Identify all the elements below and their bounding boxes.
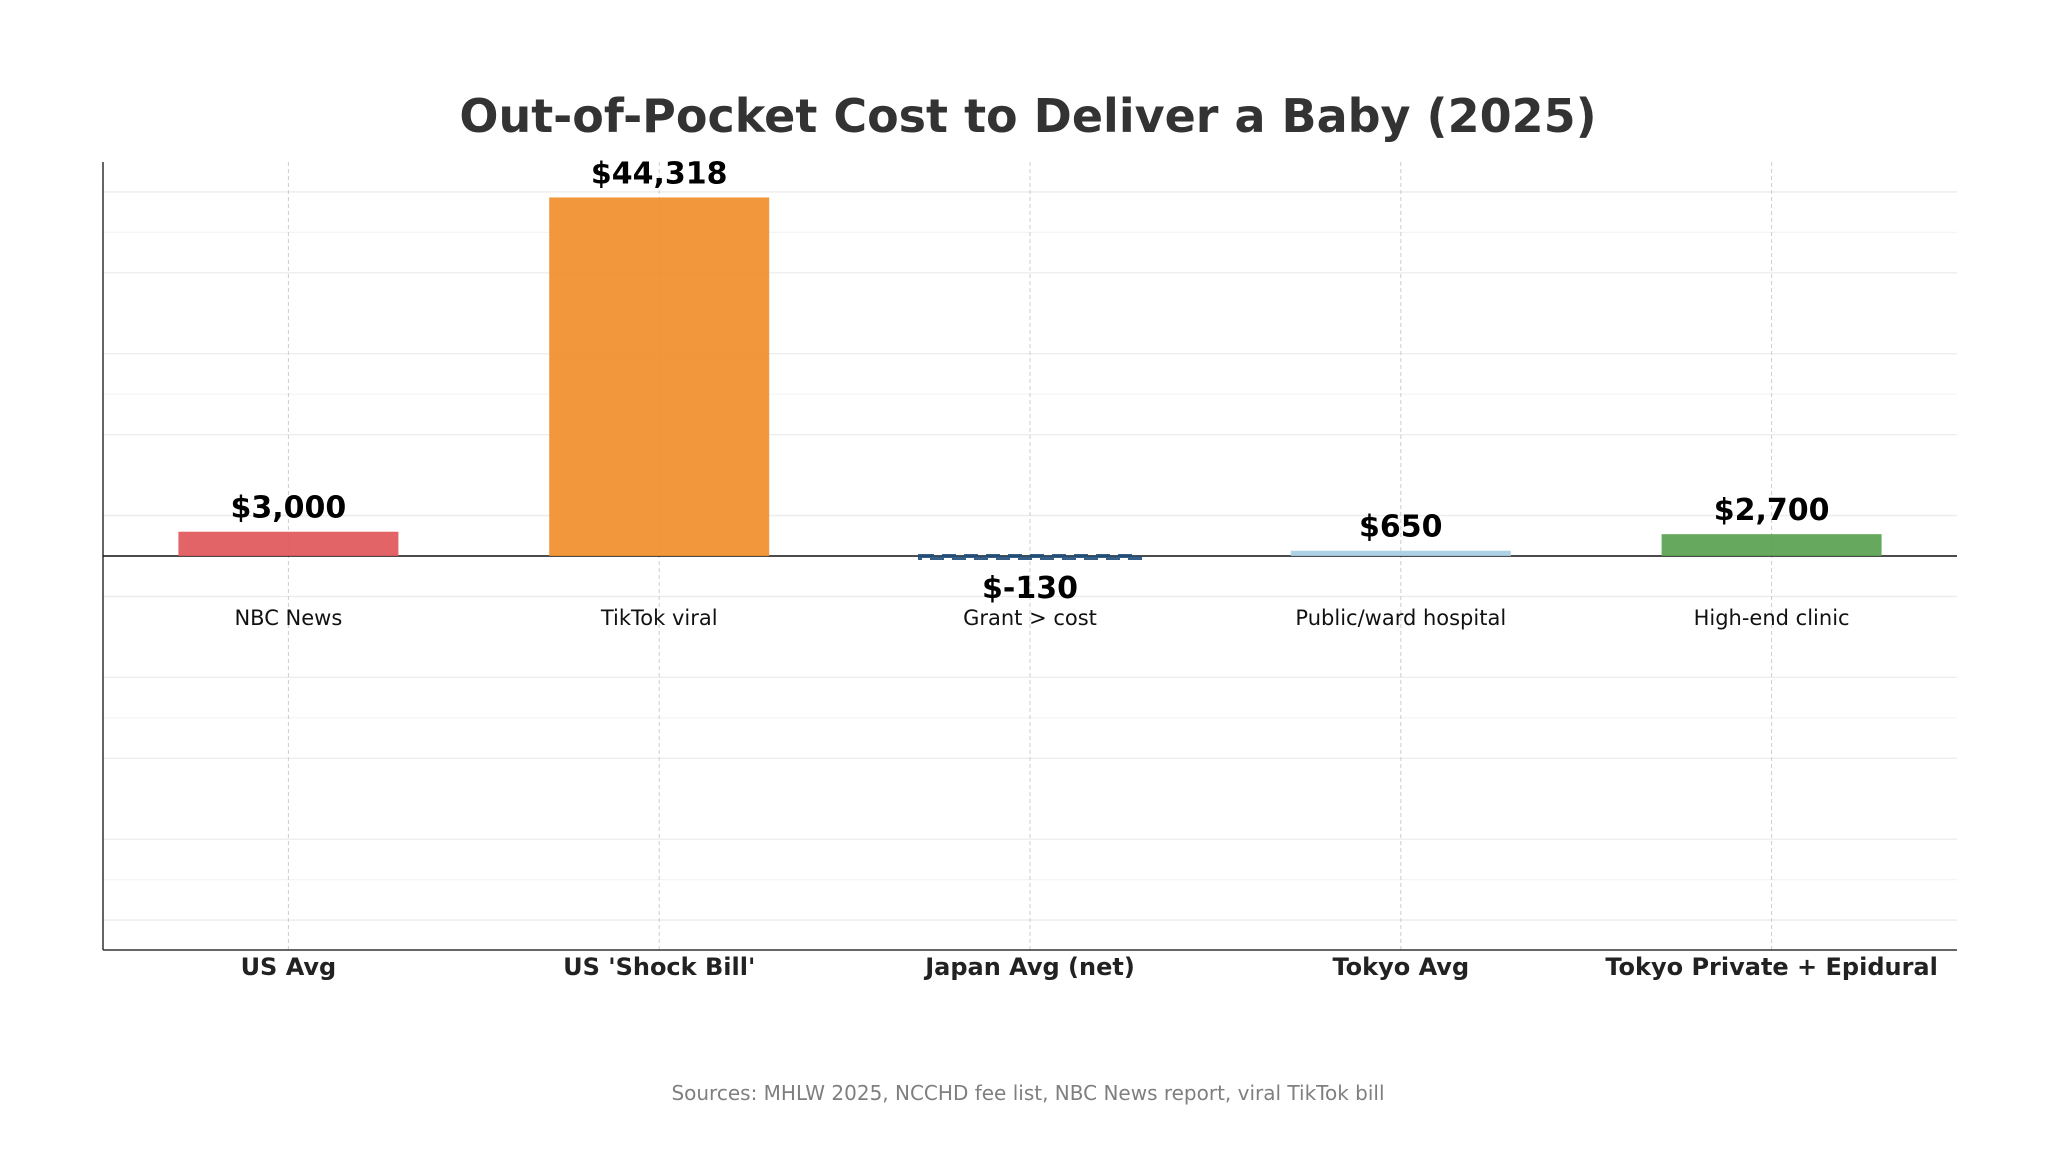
bar <box>549 197 770 556</box>
labels: $3,000 NBC News US Avg $44,318 TikTok viral U… <box>231 156 1938 981</box>
bar <box>1290 550 1511 556</box>
data-label: $650 <box>1359 510 1443 545</box>
chart-title: Out-of-Pocket Cost to Deliver a Baby (20… <box>459 89 1596 143</box>
x-tick-label: Tokyo Private + Epidural <box>1605 953 1938 981</box>
x-tick-label: Tokyo Avg <box>1332 953 1469 981</box>
x-tick-label: US 'Shock Bill' <box>563 953 755 981</box>
bar <box>1661 534 1882 556</box>
bar-annotation: TikTok viral <box>600 606 718 630</box>
x-tick-label: Japan Avg (net) <box>923 953 1135 981</box>
data-label: $3,000 <box>231 491 347 526</box>
bar-annotation: High-end clinic <box>1694 606 1850 630</box>
bars <box>178 197 1882 560</box>
data-label: $2,700 <box>1714 493 1830 528</box>
bar-annotation: NBC News <box>234 606 342 630</box>
bar-annotation: Grant > cost <box>963 606 1097 630</box>
bar <box>178 531 399 556</box>
x-tick-label: US Avg <box>241 953 337 981</box>
bar-annotation: Public/ward hospital <box>1295 606 1506 630</box>
data-label: $-130 <box>982 571 1078 606</box>
data-label: $44,318 <box>591 156 728 191</box>
bar <box>918 554 1142 560</box>
source-note: Sources: MHLW 2025, NCCHD fee list, NBC … <box>671 1081 1384 1105</box>
